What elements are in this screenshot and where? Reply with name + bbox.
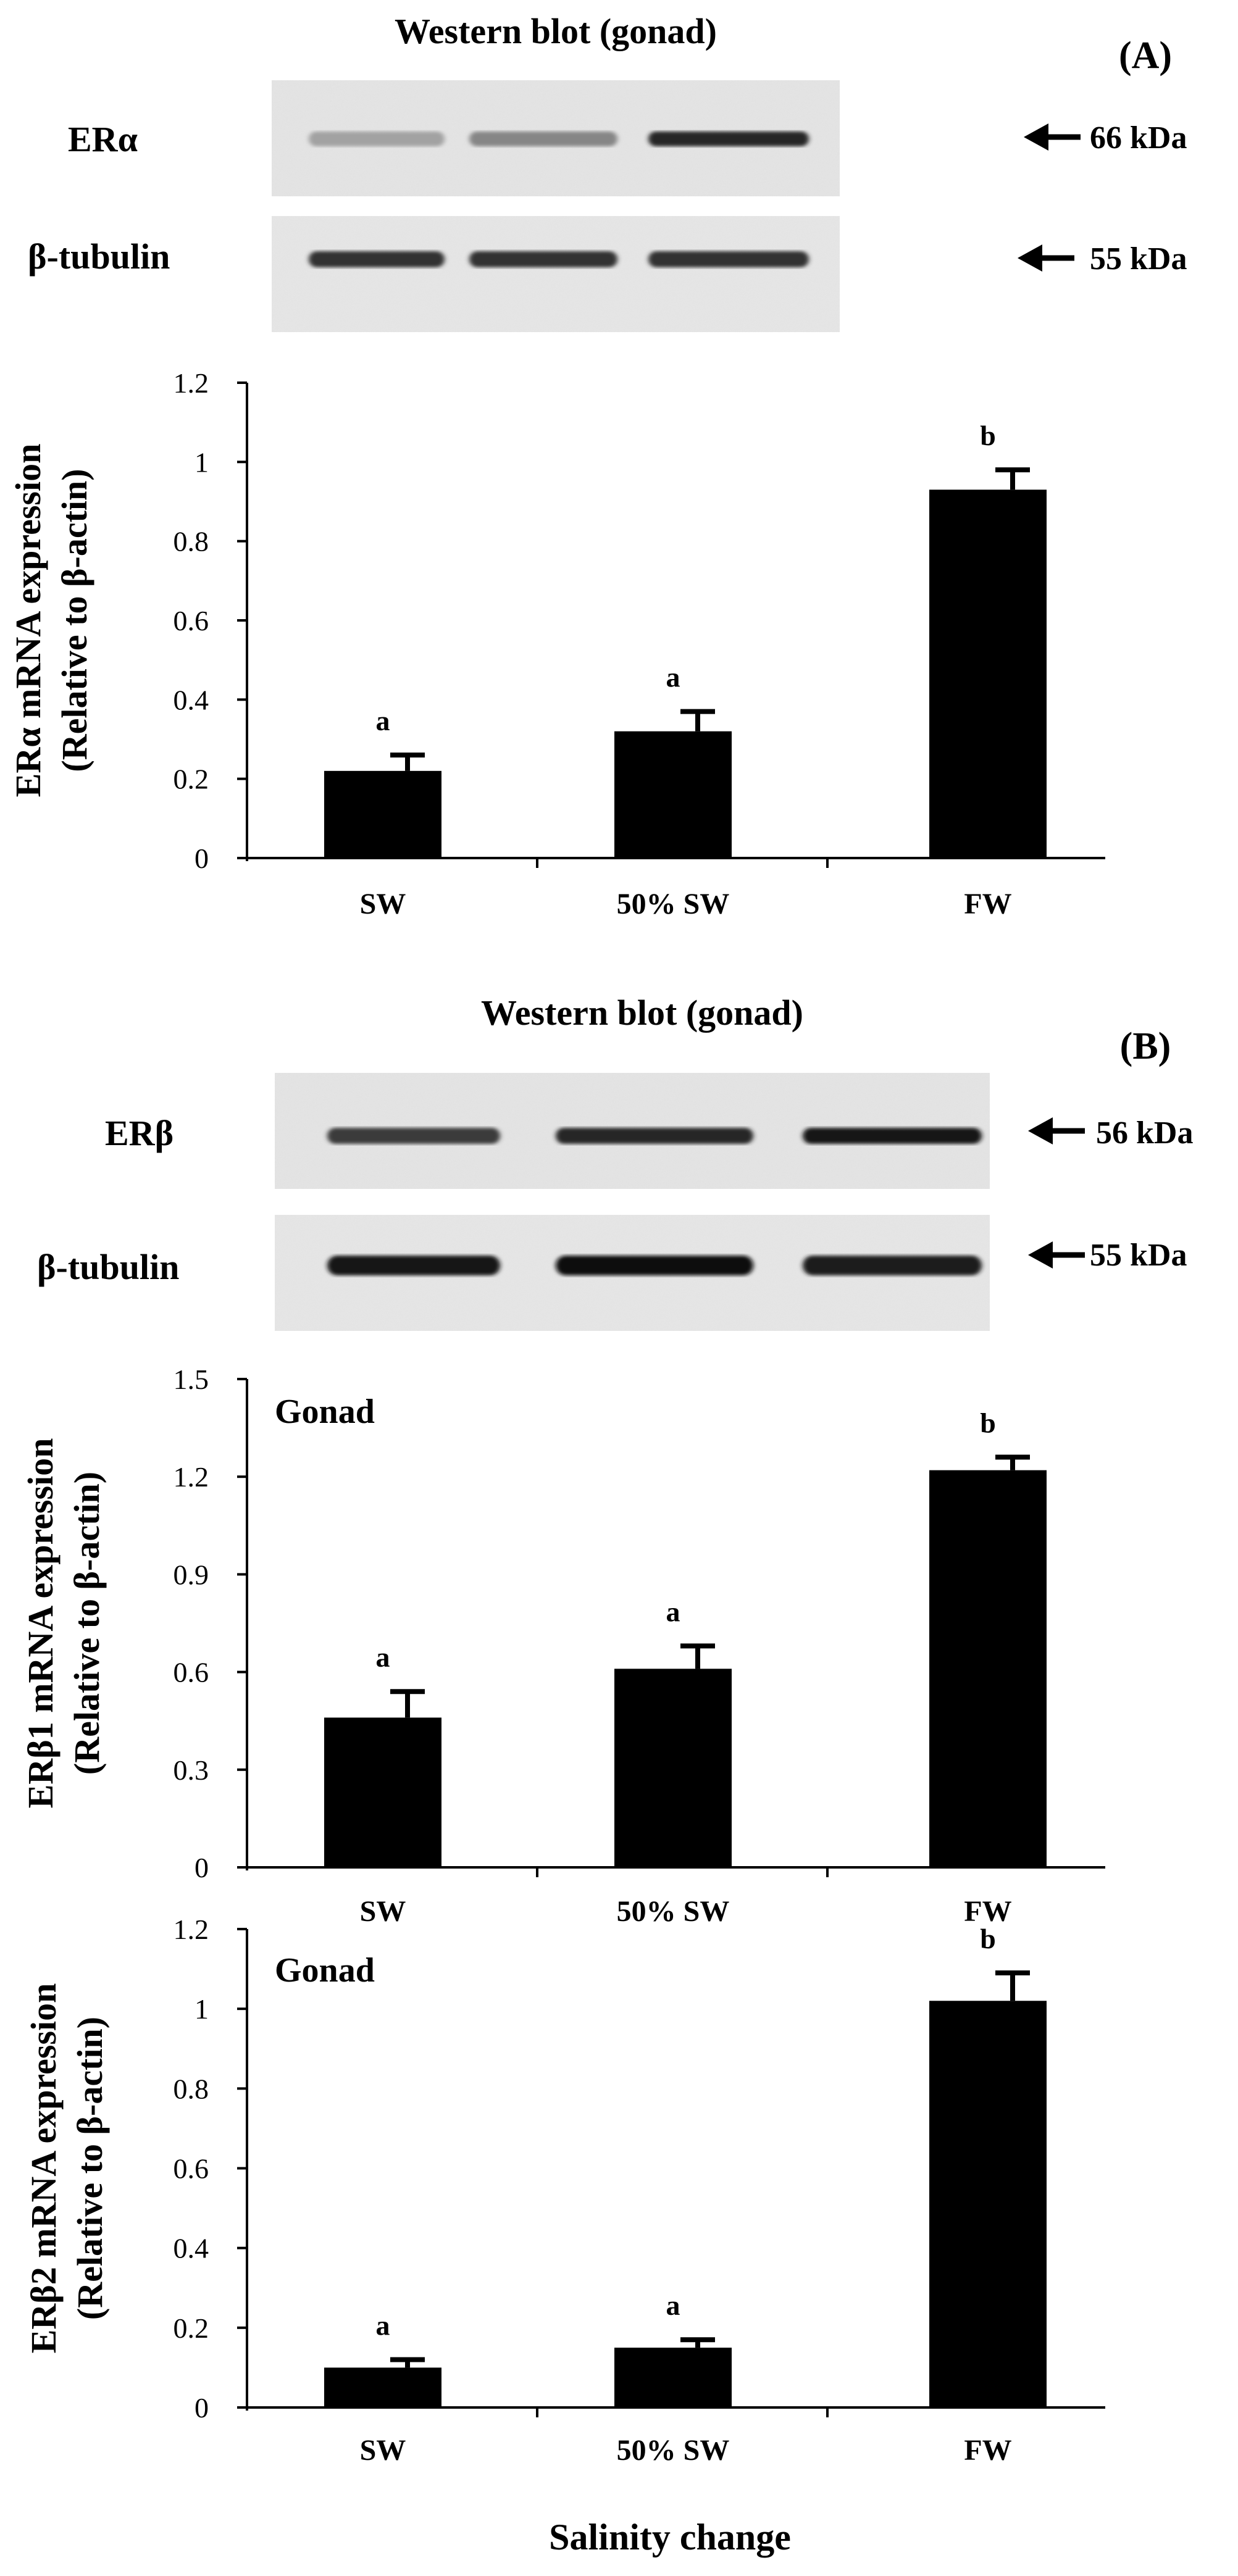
y-tick-label: 0.2 [174, 764, 209, 795]
blot-a1-arrow-icon [1024, 123, 1048, 151]
y-axis-title-line2: (Relative to β-actin) [54, 469, 94, 772]
y-tick-label: 0.6 [174, 605, 209, 636]
blot-b2-size-label: 55 kDa [1090, 1238, 1187, 1273]
panel-a-blot-title: Western blot (gonad) [395, 11, 717, 51]
x-axis-title: Salinity change [549, 2517, 791, 2557]
chart-erb2-mrna: 0 0.2 0.4 0.6 0.8 1 1.2 ERβ2 mRNA expression (Re… [23, 1914, 1105, 2467]
y-tick-label: 0.2 [174, 2312, 209, 2344]
category-label: SW [360, 2434, 406, 2467]
y-tick-label: 0.9 [174, 1559, 209, 1590]
blot-band [327, 1128, 500, 1144]
panel-b-blot-title: Western blot (gonad) [481, 993, 803, 1033]
blot-b2-bands [327, 1256, 982, 1275]
y-tick-label: 0 [194, 1852, 209, 1883]
bar [614, 2348, 732, 2407]
blot-a2-arrow-icon [1018, 244, 1042, 272]
blot-band [556, 1256, 753, 1275]
blot-band [803, 1256, 982, 1275]
significance-letter: a [666, 1596, 680, 1627]
category-label: 50% SW [617, 1895, 730, 1928]
bar [614, 731, 732, 858]
y-tick-label: 1 [194, 446, 209, 478]
y-axis-title-line1: ERβ2 mRNA expression [23, 1983, 64, 2354]
blot-band [469, 251, 617, 267]
bar [324, 1717, 441, 1867]
blot-band [309, 251, 445, 267]
y-tick-label: 0 [194, 2392, 209, 2424]
blot-b1-bands [327, 1128, 982, 1144]
chart-erb1-mrna: 0 0.3 0.6 0.9 1.2 1.5 ERβ1 mRNA expression (Rel… [20, 1364, 1105, 1928]
category-label: 50% SW [617, 2434, 730, 2467]
y-axis-title-line1: ERβ1 mRNA expression [20, 1438, 61, 1809]
y-axis-title-line2: (Relative to β-actin) [67, 1472, 107, 1775]
significance-letter: b [980, 1407, 996, 1439]
panel-a-label: (A) [1119, 35, 1172, 77]
blot-a2-size-label: 55 kDa [1090, 241, 1187, 277]
y-tick-label: 0.6 [174, 1657, 209, 1688]
y-axis-title-line1: ERα mRNA expression [8, 444, 48, 798]
y-tick-label: 1.2 [174, 367, 209, 399]
y-tick-label: 1.2 [174, 1461, 209, 1493]
category-label: 50% SW [617, 888, 730, 920]
category-label: SW [360, 888, 406, 920]
blot-band [556, 1128, 753, 1144]
category-label: SW [360, 1895, 406, 1928]
chart-era-mrna: 0 0.2 0.4 0.6 0.8 1 1.2 ERα mRNA expression (Rel… [8, 367, 1105, 920]
blot-b1-protein-label: ERβ [105, 1113, 174, 1153]
category-label: FW [964, 2434, 1011, 2467]
significance-letter: a [376, 705, 390, 736]
y-tick-label: 0 [194, 843, 209, 874]
bar [929, 1470, 1047, 1867]
panel-a-western-blot: Western blot (gonad) (A) ERα 66 kDa β-tu… [28, 11, 1187, 332]
blot-band [469, 131, 617, 146]
blot-a1-protein-label: ERα [68, 119, 138, 159]
blot-b1-arrow-icon [1028, 1117, 1053, 1144]
y-axis-title-line2: (Relative to β-actin) [70, 2017, 110, 2320]
blot-a1-bands [309, 131, 809, 146]
y-tick-label: 0.3 [174, 1754, 209, 1786]
blot-band [309, 131, 445, 146]
significance-letter: a [666, 662, 680, 693]
bar [614, 1669, 732, 1867]
bar [324, 2367, 441, 2407]
category-label: FW [964, 888, 1011, 920]
blot-a2-protein-label: β-tubulin [28, 236, 170, 277]
blot-b1-size-label: 56 kDa [1096, 1115, 1193, 1151]
panel-b-western-blot: Western blot (gonad) (B) ERβ 56 kDa β-tu… [37, 993, 1193, 1331]
y-tick-label: 1 [194, 1993, 209, 2025]
blot-band [648, 251, 809, 267]
category-label: FW [964, 1895, 1011, 1928]
significance-letter: a [376, 2310, 390, 2341]
blot-a1-size-label: 66 kDa [1090, 120, 1187, 156]
bar [929, 490, 1047, 858]
y-tick-label: 1.5 [174, 1364, 209, 1395]
significance-letter: b [980, 1923, 996, 1954]
blot-band [327, 1256, 500, 1275]
significance-letter: a [666, 2290, 680, 2321]
y-tick-label: 0.4 [174, 2233, 209, 2264]
blot-b2-arrow-icon [1028, 1241, 1053, 1269]
panel-b-label: (B) [1120, 1025, 1171, 1067]
blot-band [803, 1128, 982, 1144]
y-tick-label: 0.6 [174, 2153, 209, 2185]
y-tick-label: 0.8 [174, 2073, 209, 2104]
significance-letter: a [376, 1641, 390, 1673]
blot-a2-bands [309, 251, 809, 267]
y-tick-label: 1.2 [174, 1914, 209, 1945]
significance-letter: b [980, 420, 996, 451]
y-tick-label: 0.4 [174, 684, 209, 715]
chart-inset-label: Gonad [275, 1393, 375, 1431]
bar [324, 770, 441, 858]
blot-band [648, 131, 809, 146]
bar [929, 2001, 1047, 2407]
blot-b2-protein-label: β-tubulin [37, 1247, 179, 1287]
y-tick-label: 0.8 [174, 526, 209, 557]
chart-inset-label: Gonad [275, 1951, 375, 1990]
